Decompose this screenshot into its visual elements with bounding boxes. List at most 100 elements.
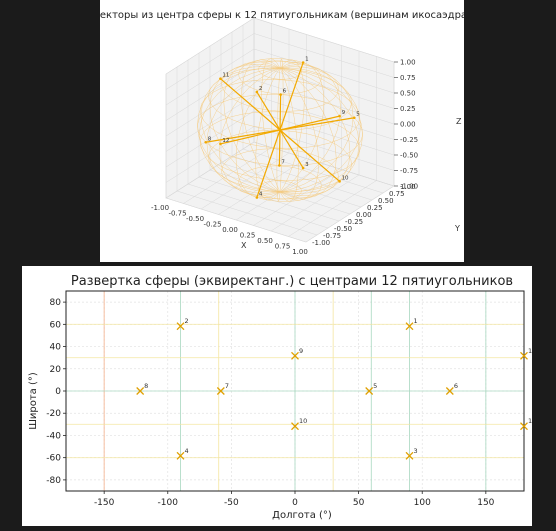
vector-tip — [338, 114, 341, 118]
point-label: 8 — [144, 382, 148, 390]
vector-line — [278, 129, 281, 166]
point-label: 12 — [528, 417, 532, 425]
vector-line — [256, 91, 281, 131]
point-marker-stroke — [176, 322, 185, 331]
y-tick-label: 0 — [55, 387, 61, 397]
sphere-meridian-line — [255, 59, 305, 201]
chart-3d-title: Векторы из центра сферы к 12 пятиугольни… — [100, 10, 464, 21]
vector-label: 2 — [259, 86, 263, 92]
x-axis-label: Долгота (°) — [272, 510, 332, 521]
x-tick-label: -0.50 — [186, 215, 204, 223]
vector-line — [279, 62, 304, 131]
z-tick-label: 0.00 — [400, 121, 416, 129]
x-tick-label: 100 — [414, 498, 431, 508]
point-marker-stroke — [291, 422, 299, 431]
chart-equirect-ticks: -150 -100 -50 0 50 100 150 -80 -60 -40 -20 0 20 40 60 8… — [46, 298, 494, 508]
y-tick-label: -80 — [46, 476, 61, 486]
point-marker — [365, 387, 374, 395]
point-marker-stroke — [136, 387, 145, 395]
point-label: 7 — [225, 382, 229, 390]
point-marker-stroke — [291, 351, 299, 360]
sphere-meridian-line — [219, 64, 341, 196]
y-tick-label: -0.25 — [345, 218, 363, 226]
vector-tip — [338, 180, 341, 183]
vector-tip — [204, 140, 208, 144]
x-tick-label: 0.50 — [257, 237, 273, 245]
vector-line — [279, 115, 340, 131]
vector-tip — [219, 142, 222, 146]
z-axis-label: Z — [456, 117, 462, 126]
vector-line — [279, 94, 282, 131]
point-marker — [405, 322, 414, 331]
y-tick-label: 0.50 — [378, 197, 394, 205]
point-label: 2 — [185, 317, 189, 325]
z-tick-label: -0.50 — [400, 152, 418, 160]
y-axis-label: Y — [454, 224, 460, 233]
point-marker-stroke — [445, 387, 454, 395]
sphere-meridian-line — [197, 67, 363, 193]
y-axis-label: Широта (°) — [28, 372, 39, 430]
vector-tip — [301, 166, 305, 170]
z-tick-label: 0.25 — [400, 105, 416, 113]
point-marker-stroke — [520, 422, 528, 431]
vector-line — [279, 129, 304, 169]
point-label: 9 — [299, 347, 303, 355]
vector-line — [279, 117, 355, 131]
y-tick-label: 0.00 — [356, 211, 372, 219]
vector-label: 11 — [222, 73, 229, 79]
point-marker-stroke — [216, 387, 225, 395]
chart-equirect: Развертка сферы (эквиректанг.) с центрам… — [28, 274, 532, 521]
sphere-meridian-line — [199, 67, 361, 193]
point-marker — [291, 351, 299, 360]
vector-label: 7 — [281, 159, 285, 165]
side-grid-z — [165, 17, 255, 75]
point-marker — [291, 422, 299, 431]
z-tick-label: 0.75 — [400, 74, 416, 82]
vector-line — [220, 129, 281, 145]
y-tick-label: 60 — [50, 320, 62, 330]
vector-line — [205, 129, 281, 143]
point-label: 4 — [185, 447, 189, 455]
point-marker-stroke — [405, 322, 414, 331]
point-marker — [405, 451, 414, 460]
vector-tip — [278, 164, 281, 167]
x-tick-label: 0.00 — [222, 226, 238, 234]
point-marker — [176, 451, 185, 460]
floor-grid-x — [288, 180, 377, 237]
point-marker — [520, 422, 528, 431]
chart-equirect-guides — [66, 291, 524, 491]
floor-grid-y — [253, 141, 395, 187]
x-tick-label: -0.25 — [203, 221, 221, 229]
vector-label: 12 — [222, 138, 229, 144]
floor-grid-x — [305, 185, 395, 243]
chart-3d-ticks: -1.00-0.75-0.50-0.250.000.250.500.751.00… — [151, 59, 418, 257]
sphere-meridian-line — [223, 61, 337, 199]
y-tick-label: -60 — [46, 454, 61, 464]
vector-tip — [279, 93, 282, 96]
x-tick-label: 0 — [292, 498, 298, 508]
floor-grid-y — [220, 162, 362, 208]
x-tick-label: -100 — [158, 498, 179, 508]
point-label: 10 — [299, 417, 307, 425]
vector-tip — [255, 196, 259, 199]
vector-label: 5 — [356, 112, 360, 118]
point-label: 1 — [414, 317, 418, 325]
y-tick-label: -0.75 — [323, 232, 341, 240]
x-tick-label: 0.75 — [275, 243, 291, 251]
x-tick-label: -1.00 — [151, 204, 169, 212]
point-marker-stroke — [520, 351, 528, 360]
z-tick-label: 0.50 — [400, 90, 416, 98]
x-tick-label: -150 — [94, 498, 115, 508]
chart-3d: Векторы из центра сферы к 12 пятиугольни… — [100, 10, 464, 257]
vector-label: 4 — [259, 191, 263, 197]
vector-tip — [219, 77, 222, 80]
vector-label: 10 — [342, 175, 349, 181]
side-grid-z — [165, 48, 255, 106]
vector-line — [256, 129, 281, 198]
side-grid-z — [165, 33, 255, 90]
sphere-meridian-line — [276, 58, 284, 202]
chart-equirect-title: Развертка сферы (эквиректанг.) с центрам… — [71, 274, 513, 289]
sphere-meridian-line — [209, 63, 351, 197]
